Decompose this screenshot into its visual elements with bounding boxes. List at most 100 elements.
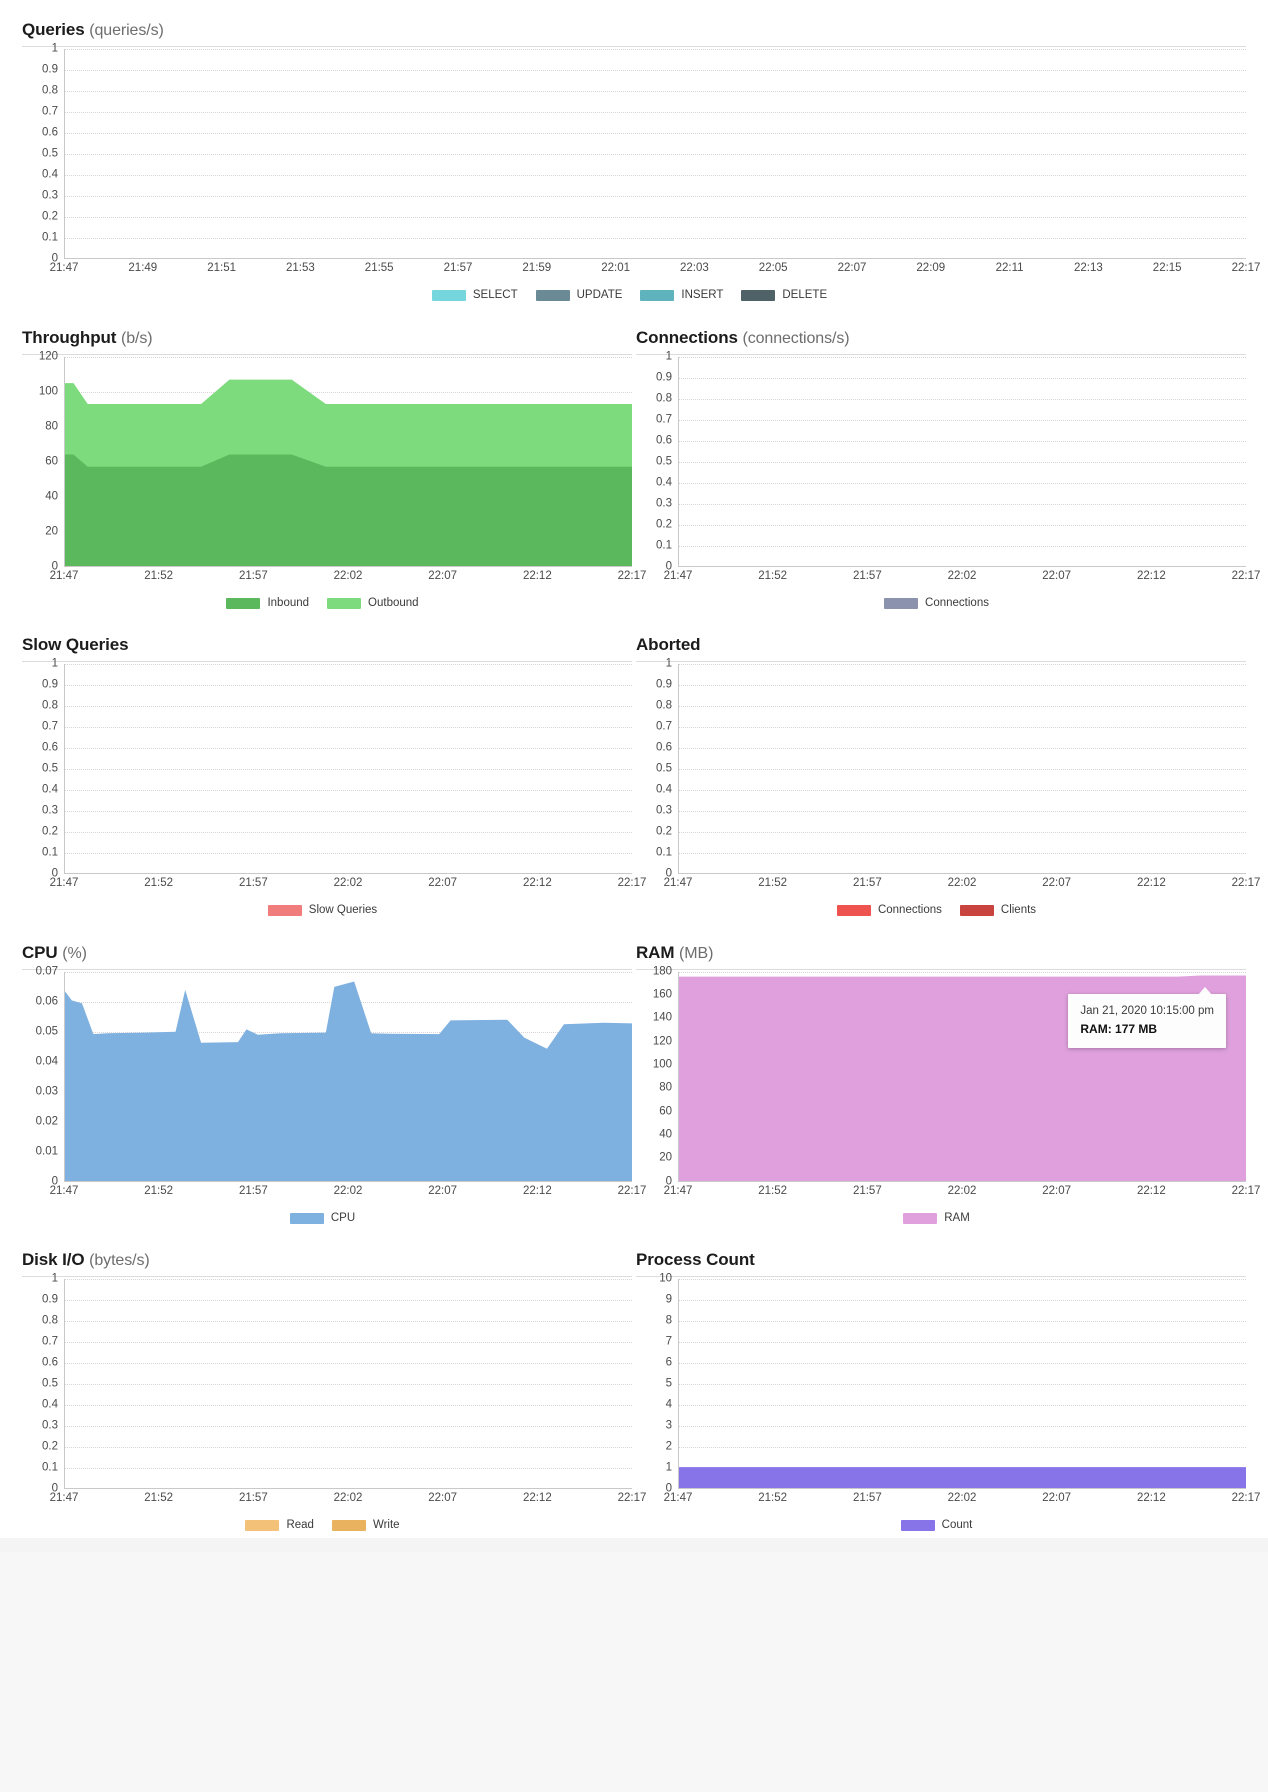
- y-axis-tick-label: 0.1: [42, 231, 58, 244]
- dashboard-row-2: Throughput (b/s) 0 20 40 60 80 100 120 21:47 21:…: [20, 308, 1260, 616]
- legend-item[interactable]: INSERT: [640, 289, 723, 302]
- plot-canvas[interactable]: [64, 356, 632, 567]
- title-divider: [636, 1276, 1246, 1277]
- chart-cpu[interactable]: 0 0.01 0.02 0.03 0.04 0.05 0.06 0.07 21:47 21:52 2…: [22, 965, 647, 1204]
- plot-canvas[interactable]: [678, 356, 1246, 567]
- x-axis-tick-label: 22:09: [916, 262, 946, 274]
- series-area: [679, 974, 1246, 1181]
- chart-throughput[interactable]: 0 20 40 60 80 100 120 21:47 21:52 21:57 22:02 22:07…: [22, 350, 647, 589]
- y-axis-tick-label: 0.01: [35, 1144, 58, 1157]
- legend-item[interactable]: DELETE: [741, 289, 827, 302]
- y-axis-tick-label: 0.3: [42, 804, 58, 817]
- x-axis-tick-label: 22:02: [333, 877, 363, 889]
- y-axis: 0 20 40 60 80 100 120 140 160 180: [636, 965, 678, 1186]
- x-axis-tick-label: 22:17: [617, 1492, 647, 1504]
- chart-slow-queries[interactable]: 0 0.1 0.2 0.3 0.4 0.5 0.6 0.7 0.8 0.9 1 21:47 21:52 2…: [22, 658, 646, 896]
- y-axis-tick-label: 0.6: [656, 433, 672, 446]
- y-axis-tick-label: 2: [665, 1440, 672, 1453]
- y-axis-tick-label: 0.1: [42, 1461, 58, 1474]
- plot-area: 0 0.1 0.2 0.3 0.4 0.5 0.6 0.7 0.8 0.9 1: [22, 43, 1246, 264]
- panel-queries: Queries (queries/s) 0 0.1 0.2 0.3 0.4 0.5 0.6 0…: [20, 0, 1260, 308]
- legend-slow-queries: Slow Queries: [22, 896, 632, 923]
- x-axis-tick-label: 21:57: [852, 1492, 882, 1504]
- y-axis: 0 0.01 0.02 0.03 0.04 0.05 0.06 0.07: [22, 965, 64, 1186]
- legend-swatch-icon: [741, 290, 776, 302]
- plot-canvas[interactable]: [678, 1279, 1246, 1489]
- legend-item[interactable]: Read: [245, 1519, 314, 1532]
- y-axis-tick-label: 160: [652, 988, 672, 1001]
- legend-item[interactable]: Outbound: [327, 597, 419, 610]
- x-axis-tick-label: 21:47: [49, 1492, 79, 1504]
- y-axis-tick-label: 0.1: [656, 846, 672, 859]
- y-axis-tick-label: 0.5: [656, 454, 672, 467]
- plot-canvas[interactable]: [678, 971, 1246, 1182]
- y-axis-tick-label: 0.2: [656, 517, 672, 530]
- y-axis-tick-label: 0.7: [656, 720, 672, 733]
- chart-connections[interactable]: 0 0.1 0.2 0.3 0.4 0.5 0.6 0.7 0.8 0.9 1 21:47 21:52 2…: [636, 350, 1260, 589]
- y-axis-tick-label: 3: [665, 1419, 672, 1432]
- x-axis-tick-label: 22:03: [680, 262, 709, 274]
- gridline: [679, 1342, 1246, 1343]
- y-axis-tick-label: 0.8: [42, 1314, 58, 1327]
- y-axis-tick-label: 0.9: [656, 678, 672, 691]
- gridline: [65, 1300, 632, 1301]
- plot-canvas[interactable]: [64, 49, 1246, 259]
- legend-item[interactable]: Inbound: [226, 597, 309, 610]
- legend-item[interactable]: Count: [900, 1519, 972, 1532]
- legend-item[interactable]: Clients: [959, 904, 1036, 917]
- panel-title-units: (bytes/s): [89, 1252, 150, 1269]
- y-axis-tick-label: 8: [665, 1314, 672, 1327]
- series-layer: [679, 1467, 1246, 1488]
- legend-label: Write: [372, 1519, 400, 1531]
- chart-queries[interactable]: 0 0.1 0.2 0.3 0.4 0.5 0.6 0.7 0.8 0.9 1 21:47 21:49 2…: [22, 43, 1260, 281]
- plot-canvas[interactable]: [64, 664, 632, 874]
- legend-swatch-icon: [959, 905, 994, 917]
- gridline: [65, 1405, 632, 1406]
- plot-canvas[interactable]: [64, 1279, 632, 1489]
- legend-swatch-icon: [431, 290, 466, 302]
- gridline: [65, 196, 1246, 197]
- y-axis-tick-label: 0.4: [656, 783, 672, 796]
- legend-item[interactable]: RAM: [903, 1212, 970, 1225]
- plot-canvas[interactable]: [678, 664, 1246, 874]
- title-divider: [636, 661, 1246, 662]
- legend-item[interactable]: Slow Queries: [267, 904, 377, 917]
- y-axis-tick-label: 0.1: [656, 538, 672, 551]
- chart-disk-io[interactable]: 0 0.1 0.2 0.3 0.4 0.5 0.6 0.7 0.8 0.9 1 21:47 21:52 2…: [22, 1273, 646, 1511]
- y-axis-tick-label: 0.8: [656, 391, 672, 404]
- legend-swatch-icon: [903, 1212, 938, 1224]
- chart-aborted[interactable]: 0 0.1 0.2 0.3 0.4 0.5 0.6 0.7 0.8 0.9 1 21:47 21:52 2…: [636, 658, 1260, 896]
- gridline: [65, 91, 1246, 92]
- y-axis-tick-label: 0: [51, 1482, 58, 1495]
- chart-process-count[interactable]: 0 1 2 3 4 5 6 7 8 9 10 21:47 21:52 21:57 22:02 22:07 22:…: [636, 1273, 1260, 1511]
- x-axis-tick-label: 22:12: [1136, 1184, 1166, 1197]
- panel-title-disk-io: Disk I/O (bytes/s): [22, 1230, 632, 1276]
- legend-label: CPU: [330, 1211, 356, 1224]
- x-axis-tick-label: 21:57: [852, 1184, 882, 1197]
- gridline: [65, 49, 1246, 50]
- series-layer: [679, 357, 1246, 566]
- legend-item[interactable]: Connections: [836, 904, 942, 917]
- legend-item[interactable]: CPU: [289, 1211, 356, 1225]
- legend-connections: Connections: [636, 589, 1246, 616]
- legend-aborted: Connections Clients: [636, 896, 1246, 923]
- legend-item[interactable]: Connections: [884, 597, 989, 610]
- series-layer: [65, 379, 632, 566]
- legend-swatch-icon: [900, 1520, 935, 1532]
- y-axis-tick-label: 1: [51, 42, 58, 55]
- panel-connections: Connections (connections/s) 0 0.1 0.2 0.3 0.…: [634, 308, 1260, 616]
- legend-item[interactable]: SELECT: [431, 289, 518, 302]
- plot-canvas[interactable]: [64, 971, 632, 1182]
- legend-item[interactable]: UPDATE: [535, 289, 622, 302]
- gridline: [679, 706, 1246, 707]
- y-axis-tick-label: 120: [38, 349, 58, 362]
- legend-item[interactable]: Write: [331, 1519, 400, 1532]
- legend-swatch-icon: [640, 290, 675, 302]
- x-axis-tick-label: 21:51: [207, 262, 236, 274]
- panel-title-text: Disk I/O: [22, 1250, 85, 1269]
- legend-ram: RAM: [636, 1204, 1246, 1231]
- chart-ram[interactable]: 0 20 40 60 80 100 120 140 160 180 Jan 21, 2020 10…: [636, 965, 1261, 1204]
- legend-swatch-icon: [836, 905, 871, 917]
- x-axis-tick-label: 21:52: [758, 1184, 788, 1197]
- gridline: [65, 790, 632, 791]
